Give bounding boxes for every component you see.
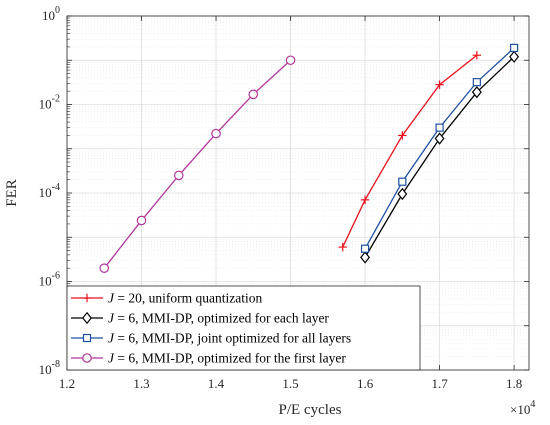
data-point (360, 244, 370, 253)
y-tick-exp: -8 (52, 359, 60, 370)
legend-box (66, 285, 421, 371)
x-tick-label: 1.7 (431, 376, 448, 391)
legend-marker (82, 353, 92, 363)
data-point (471, 86, 482, 99)
legend-text: = 6, MMI-DP, optimized for the first lay… (114, 351, 346, 366)
legend-marker (82, 333, 92, 343)
x-axis-label: P/E cycles (279, 402, 342, 418)
data-point (434, 132, 445, 145)
series-1 (360, 50, 520, 264)
series-0 (338, 51, 482, 252)
data-point (285, 55, 296, 66)
legend-entry: J = 6, MMI-DP, optimized for each layer (71, 311, 329, 326)
x-tick-label: 1.5 (282, 376, 298, 391)
y-tick-base: 10 (39, 97, 52, 112)
data-point (360, 195, 370, 205)
legend-var: J (108, 331, 115, 346)
data-point (99, 263, 110, 273)
y-tick-exp: -6 (52, 271, 60, 282)
data-point (472, 78, 481, 87)
data-point (435, 80, 444, 89)
legend-marker (82, 293, 92, 303)
legend-label: J = 6, MMI-DP, optimized for the first l… (108, 351, 346, 366)
legend-var: J (108, 291, 115, 306)
series-line (103, 59, 291, 269)
data-point (509, 43, 519, 53)
y-tick-base: 10 (39, 274, 52, 289)
y-tick-label: 10-4 (39, 182, 60, 200)
data-point (211, 128, 221, 139)
data-point (136, 215, 147, 226)
data-point (435, 123, 444, 132)
y-tick-exp: -2 (52, 94, 60, 105)
series-2 (360, 43, 519, 253)
legend-var: J (108, 351, 115, 366)
x-multiplier-base: ×10 (510, 402, 530, 417)
legend-text: = 6, MMI-DP, joint optimized for all lay… (114, 331, 351, 346)
data-point (173, 170, 184, 181)
y-tick-label: 10-8 (39, 359, 60, 377)
data-point (397, 187, 408, 201)
legend-marker (82, 311, 92, 325)
data-point (338, 242, 347, 252)
series-layer (99, 43, 520, 273)
data-point (248, 89, 259, 100)
data-point (472, 51, 482, 60)
y-axis-label: FER (4, 179, 20, 207)
legend-label: J = 20, uniform quantization (108, 291, 262, 306)
legend-label: J = 6, MMI-DP, optimized for each layer (108, 311, 329, 326)
x-tick-label: 1.6 (357, 376, 374, 391)
series-3 (99, 55, 296, 273)
x-tick-label: 1.2 (59, 376, 75, 391)
legend-entry: J = 20, uniform quantization (71, 291, 262, 306)
legend-label: J = 6, MMI-DP, joint optimized for all l… (108, 331, 351, 346)
y-tick-base: 10 (39, 362, 52, 377)
y-tick-base: 10 (39, 185, 52, 200)
x-multiplier: ×104 (510, 399, 535, 417)
legend-entry: J = 6, MMI-DP, joint optimized for all l… (71, 331, 351, 346)
data-point (398, 177, 407, 186)
legend-text: = 20, uniform quantization (114, 291, 262, 306)
legend-entry: J = 6, MMI-DP, optimized for the first l… (71, 351, 346, 366)
y-tick-label: 100 (42, 5, 60, 23)
x-tick-label: 1.8 (506, 376, 522, 391)
legend-text: = 6, MMI-DP, optimized for each layer (114, 311, 329, 326)
y-tick-exp: 0 (55, 5, 60, 16)
data-point (398, 131, 407, 140)
y-tick-exp: -4 (52, 182, 60, 193)
x-multiplier-exp: 4 (530, 399, 535, 410)
data-point (509, 50, 520, 63)
y-tick-label: 10-6 (39, 271, 60, 289)
y-tick-base: 10 (42, 8, 55, 23)
x-tick-label: 1.3 (133, 376, 149, 391)
x-tick-label: 1.4 (208, 376, 225, 391)
y-tick-label: 10-2 (39, 94, 60, 112)
data-point (360, 251, 371, 264)
legend-var: J (108, 311, 115, 326)
